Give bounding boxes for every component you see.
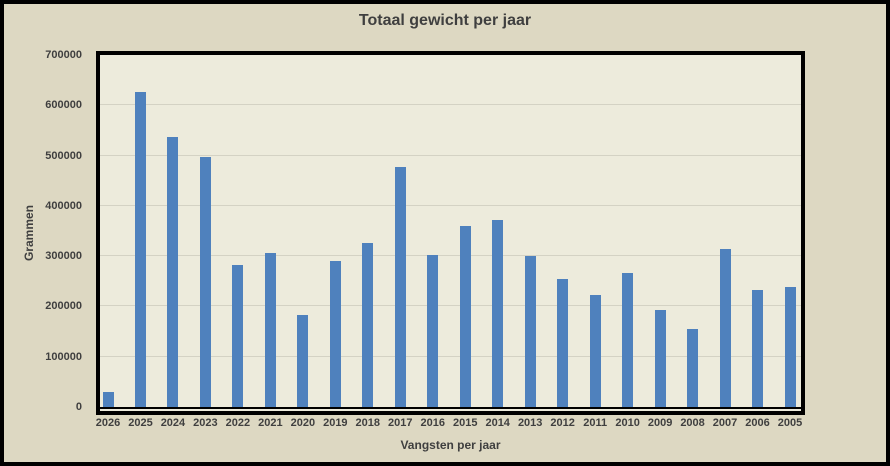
x-tick-label: 2005 [777, 417, 803, 429]
x-tick-label: 2020 [290, 417, 316, 429]
x-axis-title: Vangsten per jaar [400, 438, 501, 452]
x-axis-line [100, 407, 801, 409]
bar-2005[interactable] [784, 287, 796, 407]
gridline [100, 104, 801, 106]
bar-2022[interactable] [232, 264, 244, 407]
bar-2013[interactable] [524, 255, 536, 407]
bars-layer [100, 55, 801, 411]
x-tick-label: 2006 [745, 417, 770, 429]
plot-area [96, 51, 805, 415]
y-axis-tick-labels: 0 100000 200000 300000 400000 500000 600000 700… [4, 49, 90, 413]
x-tick-label: 2017 [388, 417, 413, 429]
bar-2020[interactable] [297, 314, 309, 407]
x-tick-label: 2025 [128, 417, 153, 429]
bar-2014[interactable] [492, 219, 504, 407]
y-tick-label: 300000 [45, 250, 82, 263]
x-tick-label: 2013 [517, 417, 543, 429]
gridline [100, 355, 801, 357]
bar-2007[interactable] [719, 249, 731, 407]
x-tick-label: 2012 [550, 417, 575, 429]
y-tick-label: 500000 [45, 149, 82, 162]
bar-2012[interactable] [557, 279, 569, 407]
x-tick-label: 2007 [712, 417, 738, 429]
gridline [100, 305, 801, 307]
bar-2015[interactable] [459, 225, 471, 407]
bar-2009[interactable] [654, 309, 666, 407]
x-tick-label: 2011 [583, 417, 608, 429]
bar-2019[interactable] [329, 260, 341, 407]
bar-2016[interactable] [427, 255, 439, 407]
bar-2011[interactable] [589, 295, 601, 407]
x-axis-tick-labels: 2026 2025 2024 2023 2022 2021 2020 2019 2018 2017… [96, 417, 802, 432]
y-tick-label: 600000 [45, 99, 82, 112]
bar-2025[interactable] [134, 92, 146, 407]
x-tick-label: 2015 [452, 417, 478, 429]
gridlines-layer [100, 55, 801, 411]
bar-2006[interactable] [752, 289, 764, 407]
x-tick-label: 2022 [225, 417, 251, 429]
bar-2008[interactable] [687, 329, 699, 407]
x-tick-label: 2008 [680, 417, 705, 429]
bar-2023[interactable] [199, 157, 211, 407]
chart-title: Totaal gewicht per jaar [358, 12, 532, 29]
x-tick-label: 2021 [258, 417, 283, 429]
bar-2026[interactable] [102, 391, 114, 407]
bar-2010[interactable] [622, 272, 634, 407]
x-tick-label: 2019 [323, 417, 348, 429]
x-tick-label: 2009 [647, 417, 673, 429]
gridline [100, 154, 801, 156]
y-tick-label: 100000 [45, 350, 82, 363]
bar-2018[interactable] [362, 242, 374, 407]
x-tick-label: 2026 [95, 417, 121, 429]
x-tick-label: 2010 [615, 417, 640, 429]
x-tick-label: 2016 [420, 417, 445, 429]
x-tick-label: 2024 [160, 417, 186, 429]
gridline [100, 204, 801, 206]
x-tick-label: 2014 [485, 417, 510, 429]
x-tick-label: 2023 [193, 417, 218, 429]
bar-2017[interactable] [394, 166, 406, 407]
y-tick-label: 700000 [45, 49, 82, 61]
gridline [100, 255, 801, 257]
y-tick-label: 200000 [45, 300, 82, 313]
bar-2021[interactable] [264, 252, 276, 407]
bar-2024[interactable] [167, 136, 179, 407]
y-tick-label: 0 [75, 401, 82, 413]
x-tick-label: 2018 [355, 417, 381, 429]
y-tick-label: 400000 [45, 199, 82, 212]
